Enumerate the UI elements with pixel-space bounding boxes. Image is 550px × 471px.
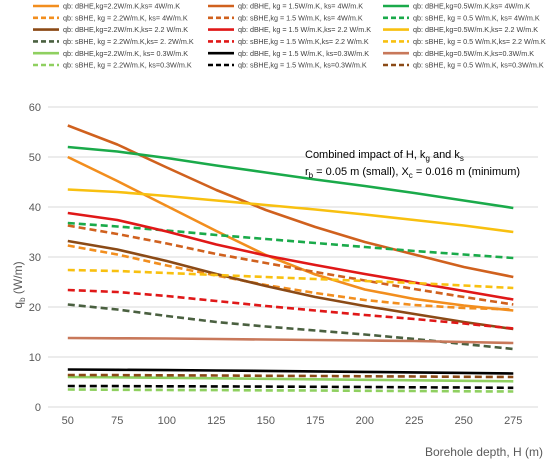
x-tick-label: 125: [207, 415, 225, 427]
series-line-16: [67, 388, 514, 393]
series-line-18: [67, 373, 514, 379]
x-tick-label: 50: [62, 415, 74, 427]
x-axis-title: Borehole depth, H (m): [425, 445, 543, 459]
y-tick-label: 50: [29, 152, 41, 164]
series-line-13: [67, 375, 514, 383]
x-tick-labels: 50 75 100 125 150 175 200 225 250 275: [62, 415, 523, 427]
legend-label: qb: sBHE, kg = 2.2W/m.K, ks= 4W/m.K: [63, 13, 188, 22]
series-line-14: [67, 368, 514, 375]
series-line-7: [67, 239, 514, 331]
legend-label: qb: sBHE,kg = 1.5 W/m.K,ks= 2.2 W/m.K: [238, 37, 369, 46]
annotation-line-1: Combined impact of H, kg and ks: [305, 149, 464, 163]
series-line-15: [67, 336, 514, 345]
series-line-6: [67, 221, 514, 260]
series-line-12: [67, 268, 514, 290]
y-axis-title: qb (W/m): [11, 261, 27, 308]
legend-label: qb: dBHE, kg = 1.5 W/m.K,ks= 2.2 W/m.K: [238, 25, 371, 34]
y-tick-labels: 0 10 20 30 40 50 60: [29, 102, 41, 414]
legend-label: qb: dBHE,kg=2.2W/m.K, ks= 0.3W/m.K: [63, 49, 188, 58]
legend-label: qb: sBHE,kg = 1.5 W/m.K, ks=0.3W/m.K: [238, 61, 367, 70]
x-tick-label: 75: [111, 415, 123, 427]
y-tick-label: 30: [29, 252, 41, 264]
legend-label: qb: sBHE, kg = 2.2W/m.K,ks= 2. 2W/m.K: [63, 37, 194, 46]
series-line-11: [67, 288, 514, 330]
series-line-5: [67, 224, 514, 306]
x-tick-label: 225: [405, 415, 423, 427]
legend-label: qb: dBHE,kg=2.2W/m.K,ks= 2.2 W/m.K: [63, 25, 188, 34]
y-tick-label: 60: [29, 102, 41, 114]
gridlines: [48, 106, 538, 408]
legend-label: qb: dBHE,kg=2.2W/m.K,ks= 4W/m.K: [63, 2, 180, 11]
series-line-4: [67, 244, 514, 311]
series-line-3: [67, 145, 514, 210]
legend: qb: dBHE,kg=2.2W/m.K,ks= 4W/m.K qb: dBHE,…: [33, 2, 546, 70]
x-tick-label: 100: [158, 415, 176, 427]
series-lines: [67, 124, 514, 393]
legend-label: qb: dBHE, kg = 1.5 W/m.K, ks=0.3W/m.K: [238, 49, 369, 58]
x-tick-label: 200: [356, 415, 374, 427]
series-line-17: [67, 384, 514, 390]
legend-label: qb: sBHE, kg = 0.5 W/m.K, ks= 4W/m.K: [413, 13, 540, 22]
y-tick-label: 0: [35, 402, 41, 414]
x-tick-label: 150: [257, 415, 275, 427]
legend-label: qb: sBHE, kg = 0.5 W/m.K, ks=0.3W/m.K: [413, 61, 544, 70]
annotation-line-2: rb = 0.05 m (small), Xc = 0.016 m (minim…: [305, 166, 520, 180]
y-tick-label: 10: [29, 352, 41, 364]
legend-label: qb: dBHE,kg=0.5W/m.K,ks= 4W/m.K: [413, 2, 530, 11]
legend-label: qb: dBHE,kg=0.5W/m.K,ks=0.3W/m.K: [413, 49, 534, 58]
y-tick-label: 40: [29, 202, 41, 214]
x-tick-label: 250: [455, 415, 473, 427]
legend-label: qb: dBHE,kg=0.5W/m.K,ks= 2.2 W/m.K: [413, 25, 538, 34]
legend-label: qb: sBHE,kg = 1.5 W/m.K, ks= 4W/m.K: [238, 13, 363, 22]
x-tick-label: 175: [306, 415, 324, 427]
x-tick-label: 275: [504, 415, 522, 427]
y-tick-label: 20: [29, 302, 41, 314]
series-line-10: [67, 303, 514, 351]
legend-label: qb: sBHE, kg = 2.2W/m.K, ks=0.3W/m.K: [63, 61, 192, 70]
series-line-8: [67, 211, 514, 301]
legend-label: qb: dBHE, kg = 1.5W/m.K, ks= 4W/m.K: [238, 2, 363, 11]
series-line-9: [67, 188, 514, 234]
legend-label: qb: sBHE, kg = 0.5 W/m.K,ks= 2.2 W/m.K: [413, 37, 546, 46]
